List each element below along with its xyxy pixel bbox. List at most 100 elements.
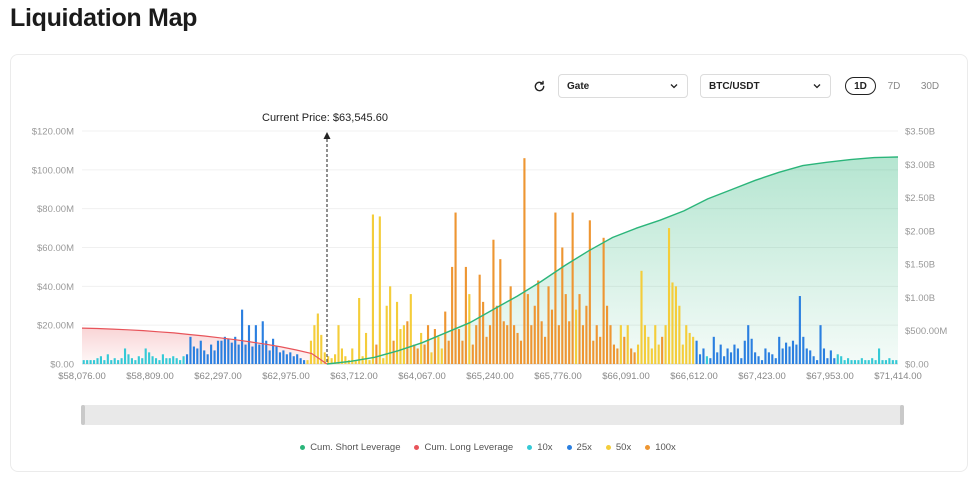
y-right-tick-label: $3.00B <box>905 160 935 171</box>
liquidation-bar <box>165 358 168 364</box>
y-left-tick-label: $20.00M <box>37 321 74 332</box>
liquidation-bar <box>502 321 505 364</box>
liquidation-bar <box>888 358 891 364</box>
liquidation-bar <box>354 360 357 364</box>
liquidation-bar <box>172 356 175 364</box>
liquidation-bar <box>712 336 715 364</box>
current-price-arrow <box>323 132 331 139</box>
liquidation-bar <box>151 356 154 364</box>
liquidation-bar <box>516 332 519 364</box>
liquidation-bar <box>389 286 392 364</box>
liquidation-bar <box>571 212 574 364</box>
liquidation-chart: $0.00 $20.00M $40.00M $60.00M $80.00M $100.00… <box>32 127 948 383</box>
liquidation-bar <box>891 360 894 364</box>
legend-label: Cum. Short Leverage <box>310 442 401 453</box>
range-1d-button[interactable]: 1D <box>845 77 876 95</box>
liquidation-bar <box>416 348 419 364</box>
liquidation-bar <box>148 352 151 364</box>
liquidation-bar <box>705 356 708 364</box>
liquidation-bar <box>272 338 275 364</box>
liquidation-bar <box>444 311 447 364</box>
pair-select[interactable]: BTC/USDT <box>700 74 831 98</box>
liquidation-bar <box>254 325 257 364</box>
liquidation-bar <box>881 360 884 364</box>
y-left-tick-label: $0.00 <box>50 360 74 371</box>
liquidation-bar <box>685 325 688 364</box>
liquidation-bar <box>798 296 801 364</box>
liquidation-bar <box>478 274 481 364</box>
liquidation-bar <box>695 340 698 364</box>
liquidation-bar <box>575 309 578 364</box>
y-left-tick-label: $60.00M <box>37 243 74 254</box>
range-7d-button[interactable]: 7D <box>887 80 901 92</box>
liquidation-bar <box>681 344 684 364</box>
refresh-button[interactable] <box>530 77 548 95</box>
liquidation-bar <box>420 332 423 364</box>
liquidation-bar <box>292 356 295 364</box>
liquidation-bar <box>457 329 461 364</box>
liquidation-bar <box>433 329 436 364</box>
slider-handle-left[interactable] <box>81 405 85 425</box>
liquidation-bar <box>647 336 650 364</box>
liquidation-bar <box>203 350 206 364</box>
liquidation-bar <box>99 356 102 364</box>
liquidation-bar <box>196 348 199 364</box>
liquidation-bar <box>368 360 371 364</box>
x-tick-label: $65,240.00 <box>466 371 514 382</box>
legend-cum-long[interactable]: Cum. Long Leverage <box>414 442 513 453</box>
y-right-tick-label: $1.50B <box>905 260 935 271</box>
liquidation-bar <box>678 305 681 364</box>
liquidation-bar <box>530 325 533 364</box>
liquidation-bar <box>816 360 819 364</box>
exchange-select-value: Gate <box>567 80 590 92</box>
liquidation-bar <box>423 344 426 364</box>
liquidation-bar <box>430 352 433 364</box>
liquidation-bar <box>437 336 440 364</box>
liquidation-bar <box>667 228 671 364</box>
range-30d-button[interactable]: 30D <box>920 80 940 92</box>
liquidation-bar <box>568 321 571 364</box>
liquidation-bar <box>561 247 564 364</box>
liquidation-bar <box>113 358 116 364</box>
liquidation-bar <box>213 350 216 364</box>
liquidation-bar <box>227 338 230 364</box>
liquidation-bar <box>633 352 636 364</box>
cum-long-line <box>81 327 328 365</box>
liquidation-bar <box>595 325 598 364</box>
legend-cum-short[interactable]: Cum. Short Leverage <box>300 442 400 453</box>
liquidation-bar <box>506 325 509 364</box>
liquidation-bar <box>268 350 271 364</box>
liquidation-bar <box>785 342 788 364</box>
liquidation-bar <box>585 305 588 364</box>
liquidation-bar <box>602 237 605 364</box>
liquidation-bar <box>106 354 109 364</box>
liquidation-bar <box>96 358 99 364</box>
liquidation-bar <box>640 270 643 364</box>
liquidation-bar <box>275 346 278 364</box>
liquidation-bar <box>247 325 251 364</box>
range-slider[interactable] <box>82 405 904 425</box>
legend-50x[interactable]: 50x <box>605 442 631 453</box>
legend-10x[interactable]: 10x <box>527 442 553 453</box>
y-right-tick-label: $1.00B <box>905 293 935 304</box>
liquidation-bar <box>199 340 202 364</box>
liquidation-bar <box>296 354 299 364</box>
liquidation-bar <box>509 286 512 364</box>
exchange-select[interactable]: Gate <box>558 74 688 98</box>
liquidation-bar <box>581 325 585 364</box>
liquidation-bar <box>189 336 192 364</box>
liquidation-bar <box>413 344 416 364</box>
liquidation-bar <box>265 340 268 364</box>
legend-100x[interactable]: 100x <box>645 442 676 453</box>
slider-handle-right[interactable] <box>900 405 904 425</box>
x-tick-label: $58,076.00 <box>58 371 106 382</box>
legend-dot <box>645 445 651 450</box>
liquidation-bar <box>791 340 795 364</box>
liquidation-bar <box>612 344 616 364</box>
liquidation-bar <box>471 344 474 364</box>
liquidation-bar <box>468 294 471 364</box>
refresh-icon <box>534 80 544 91</box>
legend-25x[interactable]: 25x <box>566 442 592 453</box>
legend-label: 100x <box>655 442 676 453</box>
liquidation-bar <box>829 350 832 364</box>
